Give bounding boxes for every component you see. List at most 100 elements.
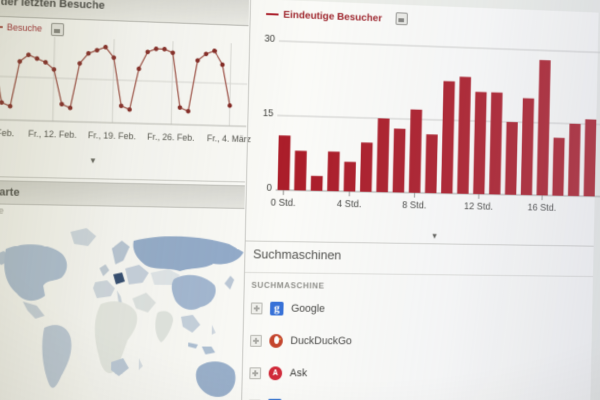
dashboard-right-column: Eindeutige Besucher 0 15 30 0 Std. 4 Std. 8 … bbox=[242, 0, 599, 400]
map-country-indonesia bbox=[187, 342, 216, 355]
bar-hour-16[interactable] bbox=[536, 59, 551, 196]
bar-hour-15[interactable] bbox=[520, 98, 535, 196]
data-point[interactable] bbox=[162, 46, 167, 52]
data-point[interactable] bbox=[170, 50, 176, 56]
x-tick-label: 0 Std. bbox=[270, 197, 296, 209]
bar-hour-19[interactable] bbox=[583, 119, 597, 197]
export-image-icon[interactable] bbox=[395, 12, 409, 26]
bar-hour-11[interactable] bbox=[457, 76, 472, 194]
x-tick-label: 4 Std. bbox=[336, 198, 362, 211]
map-country-madagascar bbox=[138, 358, 143, 371]
data-point[interactable] bbox=[127, 107, 133, 113]
data-point[interactable] bbox=[111, 55, 117, 61]
map-country-japan bbox=[224, 275, 235, 290]
visits-graph-title: Graph der letzten Besuche bbox=[0, 0, 105, 12]
map-country-india bbox=[154, 311, 174, 343]
search-engine-row[interactable] bbox=[248, 389, 529, 400]
map-country-north-america bbox=[3, 243, 68, 301]
data-point[interactable] bbox=[0, 99, 4, 105]
bar-hour-8[interactable] bbox=[408, 109, 423, 193]
data-point[interactable] bbox=[153, 46, 159, 52]
x-tick-label: 16 Std. bbox=[527, 202, 557, 214]
map-country-philippines bbox=[211, 324, 216, 335]
divider bbox=[244, 271, 593, 278]
grid-line bbox=[279, 41, 600, 53]
data-point[interactable] bbox=[137, 66, 143, 72]
divider bbox=[245, 240, 594, 247]
hourly-widget-expander[interactable]: ▼ bbox=[430, 231, 439, 241]
search-engine-row[interactable]: DuckDuckGo bbox=[250, 324, 531, 357]
expand-plus-icon[interactable] bbox=[250, 302, 263, 314]
x-tick-label: Fr., 5. Feb. bbox=[0, 127, 15, 139]
data-point[interactable] bbox=[227, 103, 233, 108]
world-map[interactable] bbox=[0, 218, 244, 400]
data-point[interactable] bbox=[103, 44, 109, 50]
data-point[interactable] bbox=[34, 56, 40, 61]
bar-series-swatch-icon bbox=[266, 12, 279, 16]
duckduckgo-favicon bbox=[269, 333, 283, 348]
y-tick-label: 15 bbox=[262, 108, 274, 120]
bar-hour-3[interactable] bbox=[327, 151, 340, 192]
bar-hour-13[interactable] bbox=[489, 92, 503, 195]
map-country-australia bbox=[195, 361, 236, 397]
data-point[interactable] bbox=[203, 51, 209, 57]
google-favicon: g bbox=[269, 300, 284, 316]
map-country-africa bbox=[93, 301, 138, 374]
bar-hour-5[interactable] bbox=[359, 142, 373, 192]
grid-line bbox=[112, 39, 116, 124]
data-point[interactable] bbox=[145, 49, 150, 55]
map-country-se-asia bbox=[180, 314, 201, 333]
search-engine-row[interactable]: g Google bbox=[250, 292, 532, 326]
map-country-italy bbox=[116, 290, 123, 305]
data-point[interactable] bbox=[51, 66, 57, 72]
expand-plus-icon[interactable] bbox=[250, 334, 262, 347]
bar-hour-2[interactable] bbox=[310, 175, 323, 191]
bar-hour-7[interactable] bbox=[392, 128, 406, 193]
x-axis-line bbox=[276, 190, 600, 197]
bar-hour-18[interactable] bbox=[567, 123, 581, 197]
map-country-russia bbox=[132, 235, 244, 272]
data-point[interactable] bbox=[177, 105, 183, 110]
grid-line bbox=[229, 43, 231, 126]
x-tick-label: Fr., 12. Feb. bbox=[28, 128, 77, 140]
bar-hour-9[interactable] bbox=[424, 134, 438, 194]
bar-hour-0[interactable] bbox=[277, 135, 291, 191]
data-point[interactable] bbox=[26, 52, 31, 57]
data-point[interactable] bbox=[86, 51, 91, 56]
bar-hour-1[interactable] bbox=[294, 150, 307, 191]
data-point[interactable] bbox=[185, 108, 191, 114]
data-point[interactable] bbox=[77, 61, 83, 66]
x-tick-label: 8 Std. bbox=[401, 200, 427, 212]
search-engine-label: Ask bbox=[289, 366, 308, 379]
bar-hour-10[interactable] bbox=[441, 81, 455, 194]
visitor-map-metric-label: Besuche bbox=[0, 204, 4, 216]
bar-hour-17[interactable] bbox=[552, 137, 565, 196]
data-point[interactable] bbox=[67, 105, 73, 111]
data-point[interactable] bbox=[212, 48, 217, 54]
data-point[interactable] bbox=[7, 103, 13, 109]
search-engine-row[interactable]: A Ask bbox=[249, 357, 530, 389]
data-point[interactable] bbox=[119, 104, 124, 109]
map-country-uk bbox=[99, 264, 110, 277]
expand-plus-icon[interactable] bbox=[249, 366, 262, 379]
export-image-icon[interactable] bbox=[50, 22, 65, 36]
x-tick-label: Fr., 26. Feb. bbox=[147, 131, 195, 143]
hourly-legend-label: Eindeutige Besucher bbox=[283, 8, 383, 24]
map-country-east-europe bbox=[124, 264, 149, 285]
data-point[interactable] bbox=[43, 59, 48, 65]
data-point[interactable] bbox=[220, 62, 225, 68]
map-country-greenland bbox=[70, 228, 97, 247]
hourly-bar-chart[interactable] bbox=[275, 29, 600, 204]
data-point[interactable] bbox=[59, 101, 64, 107]
visits-widget-expander[interactable]: ▼ bbox=[88, 156, 97, 166]
search-engine-label: Google bbox=[291, 302, 325, 315]
data-point[interactable] bbox=[195, 58, 200, 63]
bar-hour-6[interactable] bbox=[376, 118, 390, 193]
data-point[interactable] bbox=[17, 58, 22, 64]
bar-hour-14[interactable] bbox=[504, 121, 518, 195]
bar-hour-12[interactable] bbox=[473, 91, 487, 195]
data-point[interactable] bbox=[94, 48, 100, 53]
bar-hour-4[interactable] bbox=[343, 161, 356, 192]
visits-line-chart[interactable] bbox=[0, 25, 248, 133]
